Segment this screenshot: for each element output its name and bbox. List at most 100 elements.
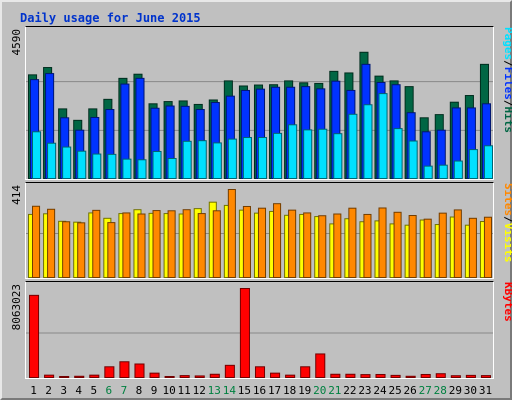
bar-sites-day-29 <box>453 209 462 278</box>
bar-sites-day-22 <box>348 207 357 278</box>
bar-sites-day-7 <box>122 212 131 279</box>
bar-sites-day-1 <box>32 205 41 278</box>
x-tick-label: 20 <box>313 384 326 397</box>
bar-kbytes-day-22 <box>345 373 356 379</box>
x-tick-label: 24 <box>373 384 387 397</box>
bar-kbytes-day-19 <box>300 366 311 378</box>
bar-pages-day-7 <box>122 158 132 179</box>
bar-kbytes-day-15 <box>239 288 250 378</box>
bar-sites-day-5 <box>92 209 101 279</box>
legend-item: Files <box>502 67 512 100</box>
x-tick-label: 2 <box>45 384 52 397</box>
x-tick-label: 15 <box>238 384 251 397</box>
bar-kbytes-day-27 <box>420 373 431 379</box>
bar-pages-day-12 <box>197 140 207 179</box>
legend-separator: / <box>502 60 512 67</box>
x-tick-label: 12 <box>193 384 206 397</box>
x-tick-label: 29 <box>449 384 462 397</box>
bar-pages-day-29 <box>453 160 463 179</box>
bar-sites-day-4 <box>77 222 86 279</box>
bar-pages-day-28 <box>438 164 448 180</box>
bar-kbytes-day-16 <box>254 366 266 378</box>
x-tick-label: 11 <box>178 384 191 397</box>
bar-pages-day-2 <box>47 142 57 179</box>
bar-pages-day-21 <box>333 133 343 179</box>
bar-kbytes-day-2 <box>44 374 55 378</box>
bar-kbytes-day-7 <box>119 361 130 378</box>
bar-kbytes-day-12 <box>194 375 205 379</box>
bar-pages-day-27 <box>423 165 433 179</box>
bar-pages-day-9 <box>152 151 162 179</box>
bar-sites-day-3 <box>62 221 71 279</box>
bar-pages-day-6 <box>107 153 117 179</box>
bar-pages-day-25 <box>393 128 403 179</box>
bar-kbytes-day-20 <box>315 353 326 378</box>
bar-pages-day-5 <box>92 153 102 179</box>
bar-kbytes-day-13 <box>209 373 220 379</box>
bar-sites-day-26 <box>408 215 417 278</box>
legend-item: Hits <box>502 107 512 134</box>
bar-kbytes-day-23 <box>360 374 371 378</box>
bar-pages-day-4 <box>77 150 87 179</box>
bar-sites-day-30 <box>468 217 477 278</box>
bar-kbytes-day-14 <box>224 364 235 379</box>
x-tick-label: 1 <box>30 384 37 397</box>
x-tick-label: 25 <box>388 384 401 397</box>
x-tick-label: 31 <box>479 384 492 397</box>
x-tick-label: 8 <box>136 384 143 397</box>
bar-pages-day-22 <box>348 113 358 179</box>
bar-kbytes-day-28 <box>435 373 446 379</box>
bar-kbytes-day-9 <box>149 372 160 379</box>
bar-sites-day-27 <box>423 218 432 279</box>
bar-kbytes-day-25 <box>390 374 401 379</box>
legend-separator: / <box>502 100 512 107</box>
x-tick-label: 28 <box>434 384 447 397</box>
bar-sites-day-11 <box>182 209 191 278</box>
bar-kbytes-day-3 <box>59 375 70 378</box>
x-tick-label: 27 <box>419 384 432 397</box>
bar-pages-day-14 <box>227 138 237 179</box>
x-tick-label: 3 <box>60 384 67 397</box>
bar-pages-day-30 <box>468 149 478 180</box>
bar-pages-day-11 <box>182 140 192 179</box>
panel-legend: Sites/Visits <box>502 183 512 263</box>
bar-kbytes-day-26 <box>405 375 416 378</box>
bar-sites-day-18 <box>288 209 297 278</box>
bar-sites-day-16 <box>257 207 267 278</box>
x-tick-label: 4 <box>75 384 82 397</box>
bar-sites-day-2 <box>47 208 56 278</box>
x-tick-label: 6 <box>106 384 113 397</box>
bar-sites-day-20 <box>318 215 327 278</box>
legend-separator: / <box>502 216 512 223</box>
bar-pages-day-19 <box>303 129 313 179</box>
bar-sites-day-31 <box>483 216 493 279</box>
bar-pages-day-26 <box>408 140 418 179</box>
x-tick-label: 10 <box>162 384 175 397</box>
bar-pages-day-24 <box>378 93 388 179</box>
bar-sites-day-25 <box>393 211 402 279</box>
x-tick-label: 16 <box>253 384 266 397</box>
chart-title: Daily usage for June 2015 <box>20 11 201 25</box>
x-tick-label: 21 <box>328 384 341 397</box>
bar-kbytes-day-24 <box>375 373 386 379</box>
bar-kbytes-day-11 <box>179 375 190 379</box>
x-tick-label: 18 <box>283 384 296 397</box>
bar-sites-day-19 <box>303 212 312 279</box>
bar-pages-day-17 <box>273 132 283 179</box>
x-tick-label: 14 <box>223 384 237 397</box>
bar-pages-day-1 <box>32 131 42 179</box>
panel-max-label: 4590 <box>10 29 23 56</box>
bar-sites-day-14 <box>227 189 236 278</box>
bar-sites-day-8 <box>137 213 146 278</box>
bar-kbytes-day-5 <box>89 374 100 378</box>
bar-pages-day-15 <box>242 137 252 180</box>
legend-item: Sites <box>502 183 512 216</box>
bar-kbytes-day-30 <box>465 374 476 379</box>
x-tick-label: 7 <box>121 384 128 397</box>
x-tick-label: 19 <box>298 384 311 397</box>
panel-legend: Pages/Files/Hits <box>502 27 512 133</box>
bar-sites-day-12 <box>197 213 206 279</box>
x-tick-label: 22 <box>343 384 356 397</box>
